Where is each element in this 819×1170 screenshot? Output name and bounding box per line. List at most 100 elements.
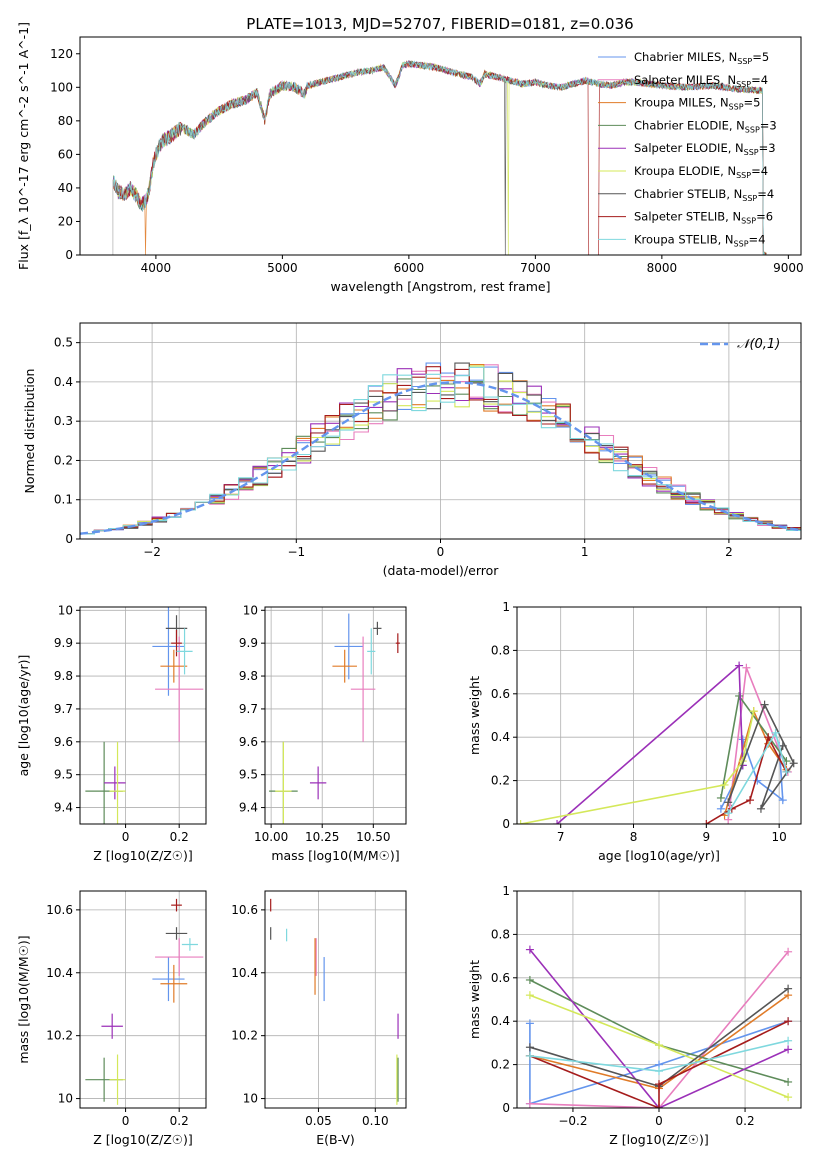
legend-label-suffix: =6 (756, 210, 773, 224)
legend-label-sub: SSP (736, 80, 751, 89)
legend-label: Salpeter STELIB, NSSP=6 (634, 210, 773, 226)
y-axis-label: Normed distribution (22, 369, 37, 494)
legend-label: Chabrier MILES, NSSP=5 (634, 50, 769, 66)
axes-frame (264, 890, 407, 1109)
y-tick-label: 0.8 (491, 927, 510, 941)
weight-line (556, 663, 744, 824)
legend-label-sub: SSP (742, 194, 757, 203)
spectrum-line (112, 60, 767, 255)
x-axis-label: (data-model)/error (383, 563, 500, 578)
legend-label: Kroupa STELIB, NSSP=4 (634, 232, 765, 248)
x-tick-label: 10.50 (356, 830, 390, 844)
x-tick-label: 7000 (520, 261, 551, 275)
weight-line (529, 1020, 789, 1108)
plot-area (85, 607, 204, 824)
legend-label-text: Chabrier ELODIE, N (634, 118, 745, 132)
x-tick-label: 9000 (773, 261, 804, 275)
spectrum-line (112, 60, 767, 255)
y-tick-label: 0.2 (491, 774, 510, 788)
y-tick-label: 0.4 (54, 375, 73, 389)
legend-label-text: Chabrier MILES, N (634, 50, 737, 64)
y-tick-label: 9.9 (54, 636, 73, 650)
y-tick-label: 9.8 (54, 669, 73, 683)
legend-label-suffix: =4 (749, 232, 766, 246)
y-tick-label: 10 (58, 603, 73, 617)
y-tick-label: 10.2 (46, 1029, 73, 1043)
spectrum-line (112, 60, 765, 255)
x-tick-label: 1 (581, 545, 589, 559)
y-axis-label: age [log10(age/yr)] (16, 655, 31, 777)
x-tick-label: 0.2 (170, 830, 189, 844)
legend-label-text: Salpeter STELIB, N (634, 210, 741, 224)
y-tick-label: 9.4 (239, 801, 258, 815)
plot-area (270, 898, 399, 1105)
axes-mass-vs-ebv: 0.05 0.10 10 10.2 10.4 10.6 E(B-V) (231, 890, 407, 1147)
legend-label-sub: SSP (736, 171, 751, 180)
y-tick-label: 80 (58, 114, 73, 128)
weight-line (529, 951, 789, 1108)
legend-label: Salpeter ELODIE, NSSP=3 (634, 141, 776, 157)
y-tick-label: 10 (58, 1092, 73, 1106)
spectrum-line (112, 60, 765, 255)
y-tick-label: 0.2 (491, 1058, 510, 1072)
weight-line (529, 1020, 789, 1105)
y-tick-label: 10.6 (231, 903, 258, 917)
legend-label-suffix: =5 (752, 50, 769, 64)
legend-label-sub: SSP (745, 125, 760, 134)
plot-area (525, 945, 793, 1108)
y-tick-label: 9.7 (239, 702, 258, 716)
legend-label: Kroupa ELODIE, NSSP=4 (634, 164, 768, 180)
legend-label-text: Kroupa STELIB, N (634, 232, 734, 246)
y-tick-label: 10.2 (231, 1029, 258, 1043)
axes-age-vs-mass: 10.00 10.25 10.50 9.4 9.5 9.6 9.7 9.8 9.9 10 mass … (239, 603, 407, 863)
x-tick-label: 0.05 (305, 1114, 332, 1128)
x-axis-label: wavelength [Angstrom, rest frame] (330, 279, 550, 294)
x-tick-label: 2 (725, 545, 733, 559)
y-tick-label: 9.9 (239, 636, 258, 650)
x-axis-label: E(B-V) (316, 1132, 355, 1147)
y-tick-label: 10.6 (46, 903, 73, 917)
y-tick-label: 10.4 (231, 966, 258, 980)
legend-label: Kroupa MILES, NSSP=5 (634, 96, 760, 112)
y-tick-label: 0.8 (491, 643, 510, 657)
axes-mass-vs-Z: 0 0.2 10 10.2 10.4 10.6 Z [log10(Z/Z☉)] mass [l… (16, 890, 207, 1147)
legend-label-sub: SSP (734, 239, 749, 248)
y-tick-label: 9.5 (239, 768, 258, 782)
x-tick-label: 10.25 (305, 830, 339, 844)
y-tick-label: 1 (502, 600, 510, 614)
plot-area (517, 661, 798, 824)
y-tick-label: 10 (243, 603, 258, 617)
y-tick-label: 0.1 (54, 493, 73, 507)
legend-label-suffix: =5 (744, 96, 761, 110)
legend-label-suffix: =3 (760, 118, 777, 132)
x-tick-label: 8 (630, 830, 638, 844)
y-axis-label: mass [log10(M/M☉)] (16, 935, 31, 1063)
y-tick-label: 10.4 (46, 966, 73, 980)
x-tick-label: −2 (143, 545, 161, 559)
x-tick-label: 9 (703, 830, 711, 844)
spectrum-line (112, 60, 767, 255)
legend-label: Salpeter MILES, NSSP=4 (634, 73, 768, 89)
legend-label-sub: SSP (737, 57, 752, 66)
x-tick-label: 0 (437, 545, 445, 559)
plot-area (85, 898, 204, 1105)
y-tick-label: 0.6 (491, 971, 510, 985)
x-tick-label: 0.10 (362, 1114, 389, 1128)
y-tick-label: 0 (502, 817, 510, 831)
spectrum-line (112, 60, 767, 255)
x-axis-label: Z [log10(Z/Z☉)] (609, 1132, 709, 1147)
spectrum-line (112, 60, 767, 255)
x-axis-label: mass [log10(M/M☉)] (271, 848, 399, 863)
legend-label-suffix: =3 (759, 141, 776, 155)
figure-title: PLATE=1013, MJD=52707, FIBERID=0181, z=0… (246, 15, 633, 33)
y-tick-label: 0.3 (54, 414, 73, 428)
y-axis-label: mass weight (467, 676, 482, 755)
legend-label: Chabrier STELIB, NSSP=4 (634, 187, 774, 203)
y-tick-label: 9.7 (54, 702, 73, 716)
legend-label-sub: SSP (729, 103, 744, 112)
y-tick-label: 9.6 (239, 735, 258, 749)
x-tick-label: 8000 (647, 261, 678, 275)
x-tick-label: 0 (122, 830, 130, 844)
axes-spectrum: 4000 5000 6000 7000 8000 9000 0 20 40 60 80 100 120 w… (16, 22, 804, 294)
